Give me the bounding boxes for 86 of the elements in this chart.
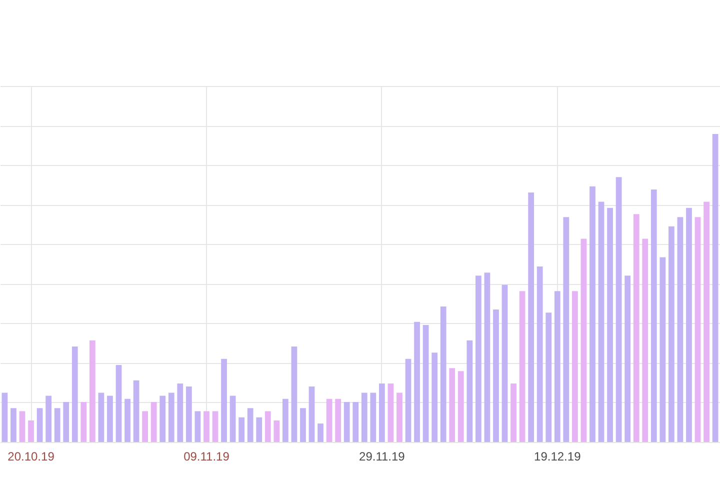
x-tick-label: 29.11.19 bbox=[359, 450, 406, 464]
bar bbox=[142, 411, 148, 442]
bar bbox=[554, 291, 560, 442]
bar bbox=[160, 396, 166, 442]
bar bbox=[274, 420, 280, 442]
bar bbox=[432, 352, 438, 442]
bar bbox=[642, 238, 648, 442]
bar bbox=[519, 291, 526, 442]
bar bbox=[204, 411, 210, 442]
bar bbox=[572, 291, 578, 442]
bar bbox=[660, 257, 666, 442]
bar bbox=[63, 402, 70, 442]
bar bbox=[563, 217, 570, 442]
bar bbox=[300, 408, 306, 442]
bar bbox=[502, 284, 508, 442]
bar bbox=[150, 402, 157, 442]
bar bbox=[405, 358, 412, 442]
bar bbox=[221, 358, 227, 442]
bar bbox=[19, 411, 26, 442]
bar bbox=[308, 386, 315, 442]
bar bbox=[98, 392, 104, 442]
bar bbox=[46, 396, 52, 442]
bar bbox=[247, 408, 254, 442]
bar bbox=[107, 396, 113, 442]
bar bbox=[291, 346, 298, 442]
bar bbox=[422, 324, 429, 442]
bar bbox=[528, 192, 534, 442]
bar bbox=[282, 398, 288, 442]
bar bbox=[694, 217, 701, 442]
bar bbox=[326, 398, 332, 442]
bar bbox=[80, 402, 87, 442]
bar bbox=[414, 322, 420, 442]
x-tick-label: 09.11.19 bbox=[184, 450, 230, 464]
bar bbox=[493, 310, 499, 442]
bar bbox=[616, 177, 622, 442]
bar bbox=[335, 398, 342, 442]
bar bbox=[72, 346, 78, 442]
bar bbox=[633, 214, 640, 442]
bar bbox=[546, 312, 552, 442]
bar bbox=[607, 208, 613, 442]
bar bbox=[344, 402, 350, 442]
bar bbox=[510, 383, 516, 442]
bar bbox=[677, 217, 684, 442]
bar bbox=[458, 371, 464, 442]
bar bbox=[54, 408, 60, 442]
bar bbox=[168, 392, 174, 442]
bar bbox=[388, 383, 394, 442]
bar bbox=[133, 380, 140, 442]
bar bbox=[177, 383, 184, 442]
bar bbox=[704, 202, 710, 442]
bar bbox=[264, 411, 271, 442]
bar bbox=[352, 402, 359, 442]
bar bbox=[116, 365, 122, 442]
bar bbox=[194, 411, 201, 442]
bar bbox=[624, 276, 631, 442]
bar bbox=[396, 392, 402, 442]
bar bbox=[124, 398, 130, 442]
bar bbox=[475, 276, 482, 442]
bar bbox=[449, 368, 456, 442]
bar bbox=[2, 392, 8, 442]
bar bbox=[440, 306, 446, 442]
bar bbox=[318, 424, 324, 442]
bar bbox=[536, 266, 543, 442]
bar bbox=[36, 408, 43, 442]
bar bbox=[238, 417, 245, 442]
bar bbox=[256, 417, 262, 442]
bar bbox=[580, 238, 587, 442]
bar bbox=[361, 392, 368, 442]
bar bbox=[686, 208, 692, 442]
bar bbox=[466, 340, 473, 442]
bar bbox=[598, 202, 604, 442]
bar bbox=[712, 134, 718, 442]
bar bbox=[212, 411, 218, 442]
bar bbox=[186, 386, 192, 442]
bar bbox=[89, 340, 96, 442]
bar bbox=[668, 226, 674, 442]
bar bbox=[28, 420, 34, 442]
bar bbox=[484, 272, 490, 442]
bar bbox=[230, 396, 236, 442]
x-tick-label: 19.12.19 bbox=[534, 450, 582, 464]
bar bbox=[378, 383, 385, 442]
x-tick-label: 20.10.19 bbox=[8, 450, 55, 464]
bar bbox=[10, 408, 16, 442]
bar bbox=[590, 186, 596, 442]
bar bbox=[650, 189, 657, 442]
bar bbox=[370, 392, 376, 442]
